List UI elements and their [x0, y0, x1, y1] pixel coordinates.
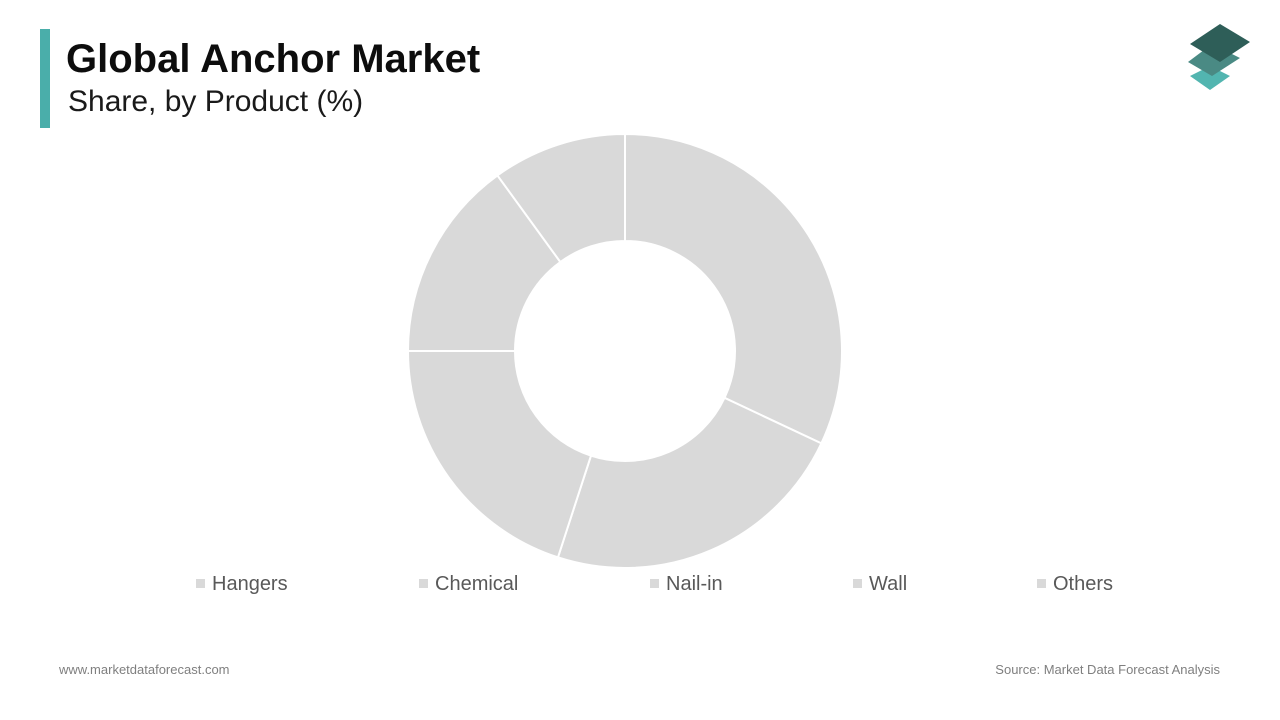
slice-nail-in: [406, 350, 593, 559]
legend-item-others: Others: [1037, 573, 1113, 595]
legend-item-chemical: Chemical: [419, 573, 518, 595]
legend-label-hangers: Hangers: [212, 573, 288, 595]
slice-wall: [406, 174, 562, 352]
slice-chemical: [556, 396, 823, 569]
legend-label-others: Others: [1053, 573, 1113, 595]
legend-swatch-others: [1037, 579, 1046, 588]
stacked-layers-icon: [1188, 24, 1250, 90]
chart-title: Global Anchor Market: [66, 37, 481, 81]
slice-hangers: [624, 132, 843, 445]
legend-swatch-chemical: [419, 579, 428, 588]
legend-swatch-nail-in: [650, 579, 659, 588]
legend-swatch-wall: [853, 579, 862, 588]
chart-subtitle: Share, by Product (%): [68, 85, 364, 118]
legend-item-hangers: Hangers: [196, 573, 288, 595]
logo-layer-bottom: [1190, 66, 1230, 90]
footer-website[interactable]: www.marketdataforecast.com: [59, 662, 230, 677]
chart-legend: Hangers Chemical Nail-in Wall Others: [196, 573, 1113, 595]
legend-item-wall: Wall: [853, 573, 907, 595]
donut-slices: [406, 132, 843, 569]
title-accent-bar: [40, 29, 50, 128]
slice-others: [496, 132, 626, 264]
logo-layer-top: [1190, 24, 1250, 62]
legend-item-nail-in: Nail-in: [650, 573, 723, 595]
legend-label-wall: Wall: [869, 573, 907, 595]
legend-label-chemical: Chemical: [435, 573, 518, 595]
legend-label-nail-in: Nail-in: [666, 573, 723, 595]
footer-source: Source: Market Data Forecast Analysis: [995, 662, 1220, 677]
legend-swatch-hangers: [196, 579, 205, 588]
